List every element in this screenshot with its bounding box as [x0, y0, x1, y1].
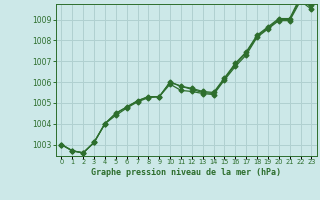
X-axis label: Graphe pression niveau de la mer (hPa): Graphe pression niveau de la mer (hPa)	[92, 168, 281, 177]
